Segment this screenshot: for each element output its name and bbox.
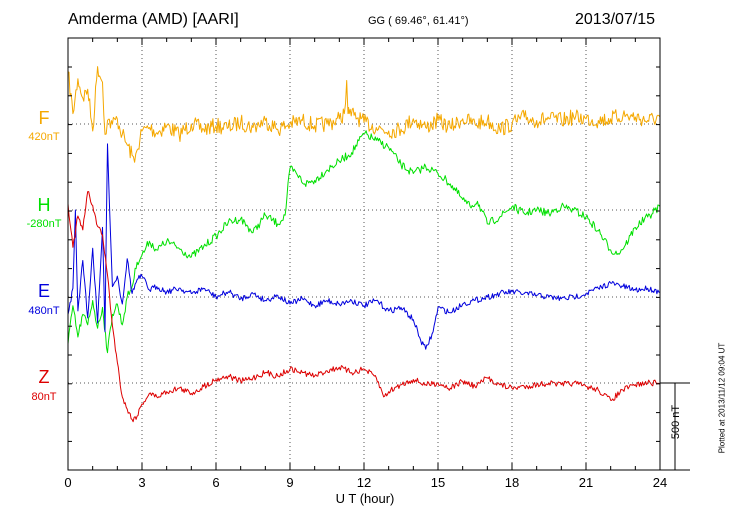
station-title: Amderma (AMD) [AARI] [68,11,239,28]
x-tick-label: 9 [286,475,294,490]
x-tick-label: 21 [578,475,594,490]
baseline-label-f: 420nT [28,131,60,143]
baseline-label-e: 480nT [28,305,60,317]
x-tick-label: 15 [430,475,446,490]
x-tick-label: 24 [652,475,668,490]
scale-bar-label: 500 nT [670,404,682,440]
baseline-label-h: -280nT [26,218,62,230]
x-tick-label: 0 [64,475,72,490]
component-label-f: F [38,108,50,128]
x-tick-label: 18 [504,475,520,490]
scale-bar [660,382,690,471]
baseline-label-z: 80nT [31,391,57,403]
axis-ticks [67,38,661,470]
x-tick-label: 3 [138,475,146,490]
date-label: 2013/07/15 [575,11,656,28]
component-label-h: H [37,195,51,215]
x-axis-label: U T (hour) [335,491,395,506]
x-tick-label: 12 [356,475,372,490]
series-line-z [67,191,661,423]
component-label-z: Z [38,367,50,387]
series-line-f [67,66,661,163]
plotted-timestamp: Plotted at 2013/11/12 09:04 UT [717,342,727,454]
coordinates-label: GG ( 69.46°, 61.41°) [368,15,469,27]
series-line-e [67,143,661,350]
series-line-h [67,130,661,354]
plot-grid [68,38,660,470]
component-label-e: E [37,281,50,301]
x-tick-label: 6 [212,475,220,490]
traces [67,66,661,423]
